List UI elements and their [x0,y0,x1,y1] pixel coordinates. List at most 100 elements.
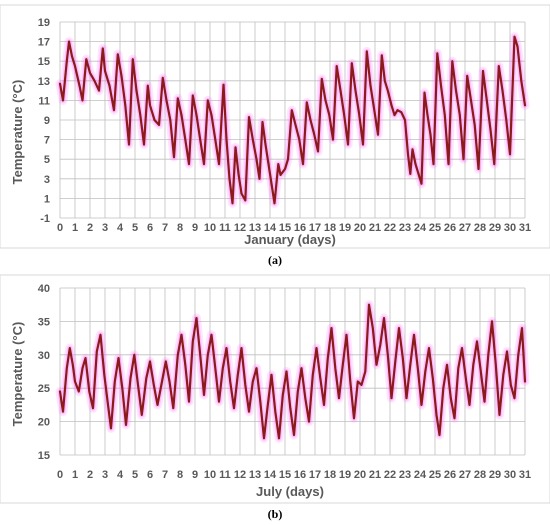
x-tick-label: 29 [489,469,501,481]
x-tick-label: 18 [324,222,336,234]
x-tick-label: 1 [72,469,78,481]
x-tick-label: 24 [414,222,427,234]
panel-a-y-axis-title: Temperature (°C) [10,80,25,185]
panel-b-y-axis-title: Temperature (°C) [10,322,25,427]
x-tick-label: 13 [249,469,261,481]
x-tick-label: 19 [339,469,351,481]
x-tick-label: 18 [324,469,336,481]
x-tick-label: 12 [234,222,246,234]
y-tick-label: 30 [38,350,50,362]
x-tick-label: 8 [177,222,183,234]
panel-b-x-ticks: 0 1 2 3 4 5 6 7 8 9 10 11 12 13 14 15 16 17 18 19 20 21 22 23 24… [57,469,531,481]
x-tick-label: 20 [354,469,366,481]
x-tick-label: 11 [219,469,231,481]
x-tick-label: 10 [204,222,216,234]
y-tick-label: 3 [44,174,50,186]
y-tick-label: 25 [38,383,50,395]
x-tick-label: 5 [132,222,138,234]
x-tick-label: 4 [117,469,124,481]
x-tick-label: 14 [264,469,277,481]
y-tick-label: 17 [38,37,50,49]
y-tick-label: 40 [38,283,50,295]
x-tick-label: 23 [399,469,411,481]
y-tick-label: 9 [44,115,50,127]
x-tick-label: 12 [234,469,246,481]
x-tick-label: 5 [132,469,138,481]
x-tick-label: 22 [384,222,396,234]
y-tick-label: 5 [44,154,50,166]
panel-b-series [58,303,527,440]
panel-a-grid [59,21,526,219]
x-tick-label: 9 [192,469,198,481]
x-tick-label: 3 [102,469,108,481]
x-tick-label: 22 [384,469,396,481]
y-tick-label: 20 [38,417,50,429]
y-tick-label: 35 [38,316,50,328]
x-tick-label: 15 [279,469,291,481]
x-tick-label: 10 [204,469,216,481]
x-tick-label: 25 [429,469,441,481]
x-tick-label: 3 [102,222,108,234]
x-tick-label: 30 [504,469,516,481]
x-tick-label: 6 [147,222,153,234]
x-tick-label: 21 [369,222,381,234]
x-tick-label: 25 [429,222,441,234]
x-tick-label: 4 [117,222,124,234]
x-tick-label: 7 [162,222,168,234]
x-tick-label: 1 [72,222,78,234]
x-tick-label: 0 [57,222,63,234]
x-tick-label: 28 [474,469,486,481]
panel-a-frame [0,4,550,249]
x-tick-label: 26 [444,469,456,481]
x-tick-label: 28 [474,222,486,234]
x-tick-label: 26 [444,222,456,234]
panel-a-x-ticks: 0 1 2 3 4 5 6 7 8 9 10 11 12 13 14 15 16 17 18 19 20 21 22 23 24… [57,222,531,234]
x-tick-label: 13 [249,222,261,234]
y-tick-label: 13 [38,76,50,88]
x-tick-label: 2 [87,222,93,234]
y-tick-label: 11 [38,95,50,107]
x-tick-label: 29 [489,222,501,234]
panel-a-label: (a) [268,253,282,267]
x-tick-label: 24 [414,469,427,481]
x-tick-label: 20 [354,222,366,234]
panel-b-y-ticks: 15 20 25 30 35 40 [38,283,50,462]
x-tick-label: 17 [309,469,321,481]
x-tick-label: 27 [459,222,471,234]
x-tick-label: 30 [504,222,516,234]
x-tick-label: 15 [279,222,291,234]
x-tick-label: 23 [399,222,411,234]
y-tick-label: 15 [38,450,50,462]
x-tick-label: 8 [177,469,183,481]
panel-b-x-axis-title: July (days) [256,484,324,499]
x-tick-label: 21 [369,469,381,481]
x-tick-label: 0 [57,469,63,481]
y-tick-label: 15 [38,56,50,68]
y-tick-label: 19 [38,17,50,29]
x-tick-label: 11 [219,222,231,234]
panel-b-label: (b) [268,507,283,521]
x-tick-label: 16 [294,469,306,481]
x-tick-label: 7 [162,469,168,481]
x-tick-label: 31 [519,222,531,234]
x-tick-label: 2 [87,469,93,481]
x-tick-label: 9 [192,222,198,234]
panel-a-series [58,35,527,205]
y-tick-label: 7 [44,135,50,147]
x-tick-label: 14 [264,222,277,234]
temperature-series-line [58,303,527,440]
temperature-series-line [58,35,527,205]
y-tick-label: 1 [44,193,50,205]
x-tick-label: 16 [294,222,306,234]
x-tick-label: 17 [309,222,321,234]
x-tick-label: 6 [147,469,153,481]
x-tick-label: 31 [519,469,531,481]
panel-a-x-axis-title: January (days) [244,232,336,247]
y-tick-label: -1 [40,213,50,225]
panel-b-frame [0,274,550,504]
x-tick-label: 27 [459,469,471,481]
